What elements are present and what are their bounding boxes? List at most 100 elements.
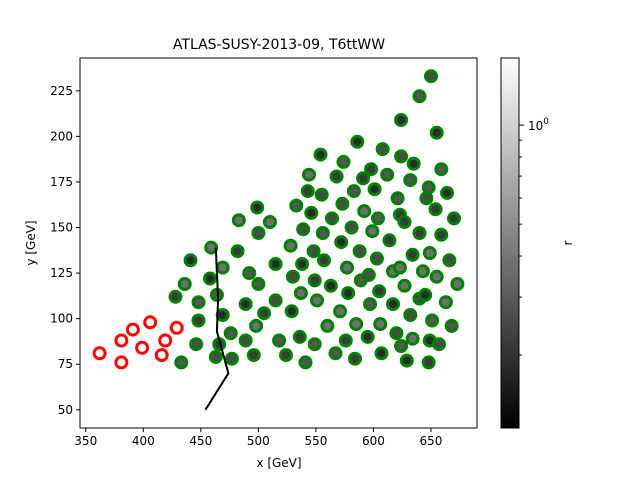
scatter-point bbox=[367, 182, 382, 197]
scatter-point bbox=[394, 339, 409, 353]
y-tick-label: 100 bbox=[50, 312, 73, 326]
scatter-point bbox=[389, 326, 404, 341]
scatter-point bbox=[349, 317, 364, 332]
scatter-point bbox=[333, 304, 348, 319]
scatter-point bbox=[350, 134, 365, 149]
y-tick-label: 50 bbox=[58, 403, 73, 417]
y-tick-label: 125 bbox=[50, 266, 73, 280]
scatter-point bbox=[371, 211, 385, 226]
y-axis-label: y [GeV] bbox=[24, 220, 38, 265]
scatter-point bbox=[246, 348, 261, 363]
scatter-point bbox=[363, 297, 377, 312]
scatter-point bbox=[334, 235, 349, 250]
scatter-point bbox=[394, 113, 409, 127]
scatter-point bbox=[169, 320, 184, 335]
scatter-point bbox=[114, 333, 129, 348]
scatter-point bbox=[249, 318, 264, 333]
scatter-point bbox=[177, 277, 192, 291]
scatter-point bbox=[257, 306, 272, 321]
scatter-point bbox=[329, 169, 344, 184]
y-tick-label: 75 bbox=[58, 357, 73, 371]
scatter-point bbox=[251, 277, 266, 291]
scatter-point bbox=[424, 69, 438, 84]
scatter-point bbox=[365, 224, 380, 239]
x-tick-label: 650 bbox=[420, 434, 443, 448]
scatter-point bbox=[394, 149, 409, 164]
scatter-point bbox=[279, 348, 293, 363]
exclusion-line bbox=[204, 247, 230, 411]
scatter-points bbox=[92, 69, 465, 370]
scatter-point bbox=[306, 244, 321, 259]
plot-frame bbox=[79, 57, 478, 429]
scatter-point bbox=[114, 355, 129, 370]
scatter-point bbox=[304, 205, 319, 220]
scatter-point bbox=[272, 333, 287, 348]
scatter-point bbox=[361, 267, 376, 282]
scatter-point bbox=[348, 351, 362, 366]
scatter-point bbox=[92, 346, 107, 361]
scatter-point bbox=[174, 355, 189, 370]
scatter-point bbox=[415, 264, 430, 279]
scatter-point bbox=[432, 337, 446, 352]
scatter-point bbox=[336, 154, 351, 169]
scatter-point bbox=[346, 184, 361, 199]
scatter-point bbox=[262, 215, 277, 229]
scatter-point bbox=[386, 297, 400, 312]
scatter-point bbox=[403, 308, 418, 322]
x-tick-label: 550 bbox=[304, 434, 327, 448]
scatter-point bbox=[242, 266, 257, 281]
scatter-point bbox=[338, 333, 353, 348]
x-tick-label: 500 bbox=[247, 434, 270, 448]
scatter-point bbox=[215, 260, 230, 275]
scatter-point bbox=[268, 257, 283, 271]
scatter-point bbox=[447, 211, 461, 226]
scatter-point bbox=[341, 286, 356, 301]
scatter-point bbox=[307, 337, 322, 352]
scatter-point bbox=[300, 184, 315, 199]
scatter-point bbox=[405, 247, 420, 262]
scatter-point bbox=[444, 318, 459, 333]
scatter-point bbox=[428, 202, 443, 217]
scatter-point bbox=[135, 340, 150, 355]
scatter-point bbox=[364, 162, 379, 177]
colorbar-label: r bbox=[561, 240, 575, 245]
scatter-point bbox=[268, 293, 283, 308]
scatter-point bbox=[328, 346, 343, 361]
y-axis: 50 75 100 125 150 175 200 225 bbox=[50, 84, 80, 417]
scatter-point bbox=[315, 226, 330, 240]
scatter-point bbox=[442, 253, 457, 268]
scatter-point bbox=[317, 253, 331, 268]
y-tick-label: 200 bbox=[50, 129, 73, 143]
scatter-point bbox=[191, 313, 206, 328]
scatter-point bbox=[382, 233, 397, 248]
scatter-point bbox=[203, 271, 217, 286]
x-tick-label: 350 bbox=[74, 434, 97, 448]
scatter-point bbox=[412, 226, 427, 240]
scatter-point bbox=[399, 353, 414, 368]
x-axis-label: x [GeV] bbox=[256, 456, 301, 470]
scatter-point bbox=[429, 125, 444, 140]
scatter-point bbox=[307, 273, 322, 288]
x-tick-label: 600 bbox=[362, 434, 385, 448]
scatter-point bbox=[284, 304, 299, 319]
scatter-point bbox=[390, 191, 405, 206]
scatter-point bbox=[285, 269, 300, 284]
scatter-point bbox=[450, 277, 465, 291]
scatter-point bbox=[372, 284, 387, 299]
scatter-point bbox=[397, 278, 412, 293]
y-tick-label: 225 bbox=[50, 84, 73, 98]
scatter-point bbox=[412, 89, 427, 104]
y-tick-label: 150 bbox=[50, 221, 73, 235]
scatter-point bbox=[310, 293, 324, 308]
scatter-point bbox=[421, 180, 436, 195]
scatter-point bbox=[418, 287, 433, 302]
scatter-point bbox=[405, 331, 420, 346]
scatter-point bbox=[283, 238, 298, 253]
scatter-point bbox=[251, 226, 266, 240]
scatter-point bbox=[223, 326, 238, 341]
scatter-point bbox=[380, 167, 395, 182]
scatter-point bbox=[238, 297, 253, 312]
scatter-point bbox=[293, 286, 308, 301]
scatter-point bbox=[189, 337, 204, 352]
scatter-point bbox=[183, 253, 198, 268]
